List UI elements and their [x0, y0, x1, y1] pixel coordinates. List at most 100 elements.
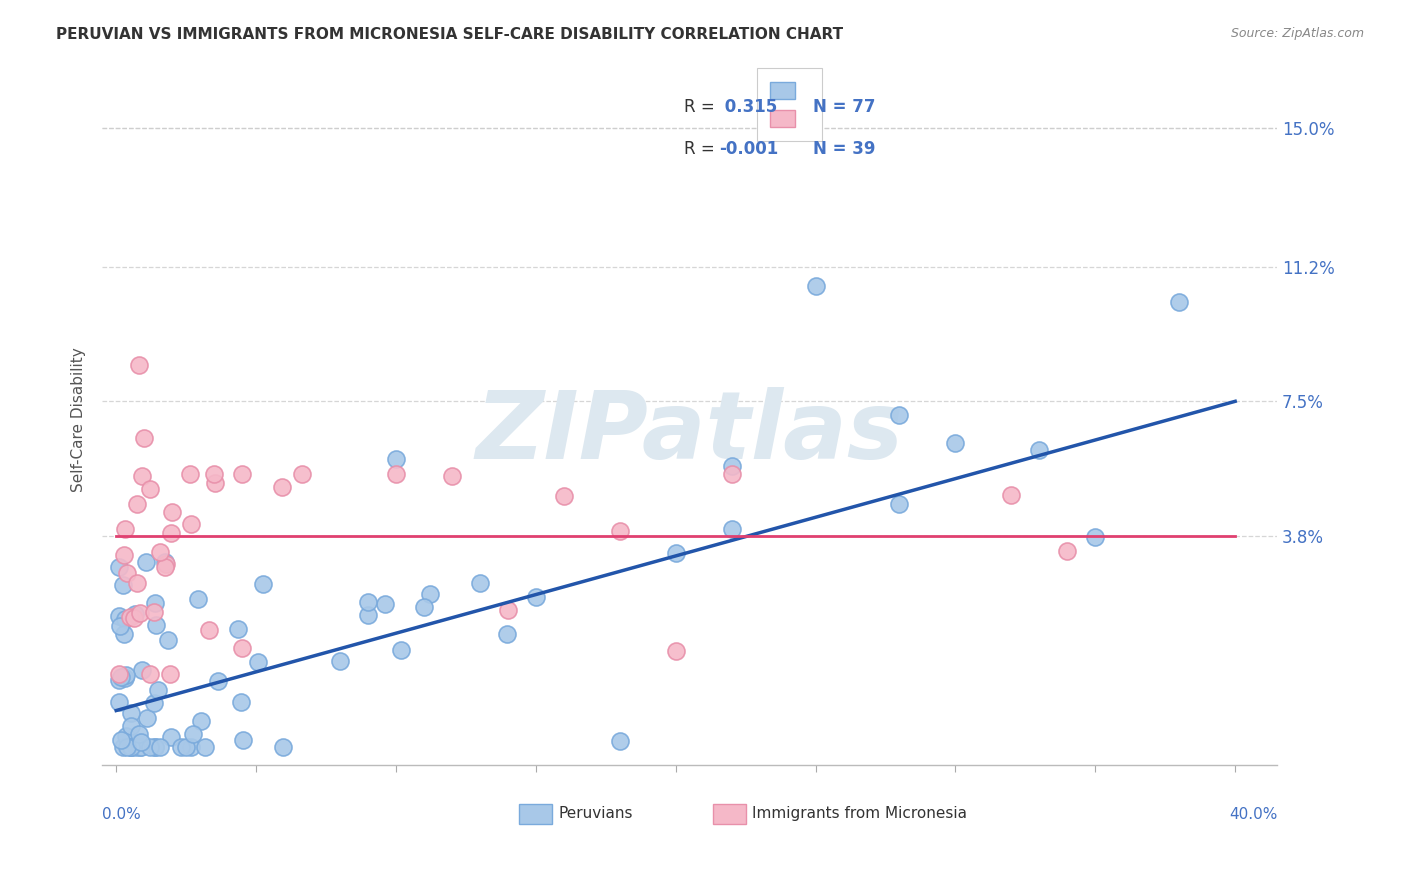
Text: 40.0%: 40.0% [1229, 806, 1277, 822]
Point [1056, 543, 1078, 558]
Point [180, 739, 202, 754]
Point [115, 729, 138, 743]
Point [153, 555, 176, 569]
Point [156, 633, 179, 648]
Point [129, 606, 152, 620]
Point [720, 522, 742, 536]
Point [1028, 442, 1050, 457]
Point [524, 591, 547, 605]
Point [271, 739, 294, 754]
Point [125, 739, 148, 754]
Point [197, 623, 219, 637]
Point [357, 607, 380, 622]
Point [120, 609, 142, 624]
Point [440, 469, 463, 483]
Point [889, 408, 911, 422]
Point [146, 682, 169, 697]
Point [496, 603, 519, 617]
Point [112, 670, 135, 684]
Point [143, 596, 166, 610]
Text: -0.001: -0.001 [718, 139, 779, 158]
Point [159, 667, 181, 681]
Point [187, 591, 209, 606]
Point [112, 739, 135, 754]
Point [129, 735, 152, 749]
Point [194, 739, 217, 754]
Point [114, 523, 136, 537]
Point [162, 505, 184, 519]
Point [202, 467, 225, 481]
Point [160, 526, 183, 541]
Point [108, 609, 131, 624]
Text: 0.0%: 0.0% [103, 806, 141, 822]
Point [1084, 530, 1107, 544]
Point [229, 695, 252, 709]
Text: 0.315: 0.315 [718, 98, 778, 116]
Point [231, 467, 253, 481]
Point [190, 714, 212, 729]
Point [207, 673, 229, 688]
Point [945, 436, 967, 450]
Point [108, 673, 131, 688]
Point [468, 576, 491, 591]
Point [120, 739, 142, 754]
Point [120, 719, 142, 733]
Point [419, 587, 441, 601]
Point [128, 727, 150, 741]
Point [143, 605, 166, 619]
Point [174, 739, 197, 754]
Point [138, 739, 160, 754]
Point [114, 671, 136, 685]
Point [112, 626, 135, 640]
Point [149, 739, 172, 754]
Point [179, 517, 201, 532]
Point [252, 576, 274, 591]
Point [553, 489, 575, 503]
Point [112, 548, 135, 562]
Bar [519, 805, 553, 824]
Point [1000, 488, 1022, 502]
Point [609, 524, 631, 539]
Point [114, 612, 136, 626]
Point [127, 497, 149, 511]
Point [665, 643, 688, 657]
Text: Peruvians: Peruvians [558, 806, 633, 821]
Point [231, 732, 253, 747]
Point [149, 545, 172, 559]
Point [391, 643, 413, 657]
Point [271, 480, 294, 494]
Point [120, 739, 142, 754]
Point [665, 546, 688, 560]
Point [142, 696, 165, 710]
Point [179, 467, 201, 481]
Point [139, 483, 162, 497]
Point [329, 654, 352, 668]
Text: N = 39: N = 39 [813, 139, 876, 158]
Text: Immigrants from Micronesia: Immigrants from Micronesia [752, 806, 967, 821]
Text: R =: R = [683, 98, 720, 116]
Point [136, 711, 159, 725]
Point [231, 641, 253, 656]
Point [496, 627, 519, 641]
Point [160, 730, 183, 744]
Bar [713, 805, 747, 824]
Point [124, 607, 146, 621]
Point [720, 467, 742, 481]
Point [131, 469, 153, 483]
Legend: , : , [756, 69, 823, 142]
Text: N = 77: N = 77 [813, 98, 876, 116]
Point [153, 559, 176, 574]
Point [131, 663, 153, 677]
Point [132, 431, 155, 445]
Point [145, 739, 167, 754]
Point [110, 733, 132, 747]
Point [170, 739, 193, 754]
Point [114, 668, 136, 682]
Point [108, 619, 131, 633]
Y-axis label: Self-Care Disability: Self-Care Disability [72, 347, 86, 491]
Point [181, 727, 204, 741]
Point [108, 695, 131, 709]
Point [139, 667, 162, 681]
Point [385, 452, 408, 467]
Point [246, 655, 269, 669]
